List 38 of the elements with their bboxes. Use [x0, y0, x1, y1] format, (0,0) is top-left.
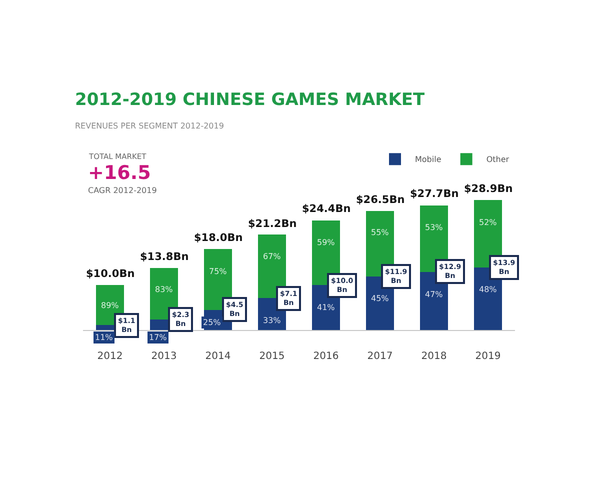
- total-label: $28.9Bn: [464, 183, 513, 195]
- x-tick-label: 2015: [259, 351, 285, 362]
- x-tick-label: 2012: [97, 351, 123, 362]
- annotation: 45%: [371, 294, 390, 303]
- annotation: 52%: [479, 218, 498, 227]
- annotation: 89%: [101, 301, 120, 310]
- total-label: $24.4Bn: [302, 203, 351, 215]
- text: +16.5: [88, 162, 151, 184]
- x-tick-label: 2018: [421, 351, 447, 362]
- annotation: 17%: [149, 333, 168, 342]
- total-label: $27.7Bn: [410, 188, 459, 200]
- total-label: $21.2Bn: [248, 218, 297, 230]
- chart-title: 2012-2019 CHINESE GAMES MARKET: [75, 90, 425, 110]
- x-tick-label: 2016: [313, 351, 339, 362]
- legend-label: Mobile: [415, 155, 442, 164]
- x-tick-label: 2019: [475, 351, 501, 362]
- total-label: $18.0Bn: [194, 232, 243, 244]
- annotation: 59%: [317, 238, 336, 247]
- annotation: 55%: [371, 228, 390, 237]
- annotation: 75%: [209, 267, 228, 276]
- annotation: 53%: [425, 223, 444, 232]
- annotation: 11%: [95, 333, 114, 342]
- annotation: 48%: [479, 285, 498, 294]
- total-label: $10.0Bn: [86, 268, 135, 280]
- x-tick-label: 2014: [205, 351, 231, 362]
- annotation: 33%: [263, 316, 282, 325]
- annotation: 47%: [425, 290, 444, 299]
- annotation: 41%: [317, 303, 336, 312]
- total-label: $13.8Bn: [140, 251, 189, 263]
- total-label: $26.5Bn: [356, 194, 405, 206]
- annotation: 25%: [203, 318, 222, 327]
- text: CAGR 2012-2019: [88, 186, 157, 195]
- x-tick-label: 2013: [151, 351, 177, 362]
- annotation: 83%: [155, 285, 174, 294]
- annotation: 67%: [263, 252, 282, 261]
- legend-label: Other: [486, 155, 510, 164]
- x-tick-label: 2017: [367, 351, 393, 362]
- chart-subtitle: REVENUES PER SEGMENT 2012-2019: [75, 121, 224, 130]
